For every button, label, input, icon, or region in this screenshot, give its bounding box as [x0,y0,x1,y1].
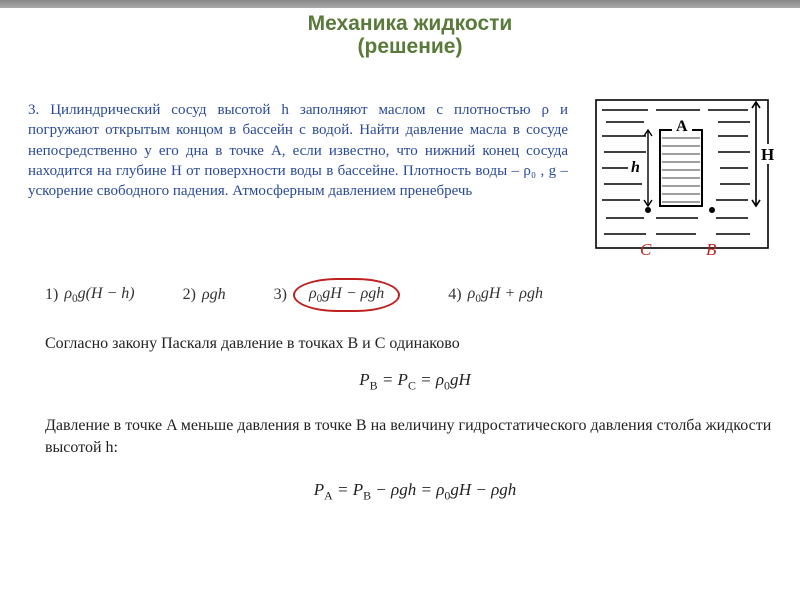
answer-options: 1) ρ0g(H − h) 2) ρgh 3) ρ0gH − ρgh 4) ρ0… [45,278,772,312]
option-3: 3) ρ0gH − ρgh [274,278,401,312]
option-2: 2) ρgh [183,286,226,304]
label-H: H [761,145,774,164]
slide-title: Механика жидкости (решение) [240,12,580,58]
option-1-formula: ρ0g(H − h) [64,285,134,305]
option-4-formula: ρ0gH + ρgh [468,285,543,305]
option-4-num: 4) [448,286,461,304]
title-line2: (решение) [240,35,580,58]
vessel-diagram: A h H C B [588,92,778,257]
equation-2: PA = PB − ρgh = ρ0gH − ρgh [45,480,785,503]
option-3-formula: ρ0gH − ρgh [293,278,400,312]
equation-1: PB = PC = ρ0gH [45,370,785,393]
option-2-num: 2) [183,286,196,304]
explanation-line2: Давление в точке A меньше давления в точ… [45,415,772,458]
explanation-line1: Согласно закону Паскаля давление в точка… [45,335,772,353]
option-1-num: 1) [45,286,58,304]
label-A: A [676,118,688,135]
option-3-num: 3) [274,286,287,304]
option-4: 4) ρ0gH + ρgh [448,285,543,305]
decorative-stripe [0,0,800,8]
label-C: C [640,240,651,260]
title-line1: Механика жидкости [240,12,580,35]
option-2-formula: ρgh [202,286,226,304]
problem-statement: 3. Цилиндрический сосуд высотой h заполн… [28,100,568,201]
label-B: B [706,240,716,260]
label-h: h [631,159,640,176]
option-1: 1) ρ0g(H − h) [45,285,135,305]
